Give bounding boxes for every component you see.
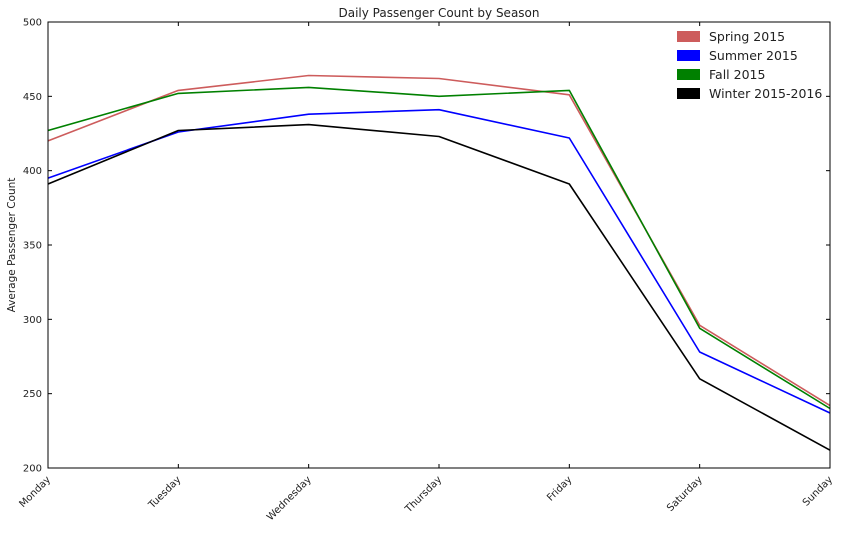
y-tick-label: 500 <box>23 18 42 29</box>
series-line-summer-2015 <box>47 108 831 414</box>
legend-swatch-winter-2015-2016 <box>677 88 700 99</box>
chart-title: Daily Passenger Count by Season <box>338 6 539 20</box>
y-tick-label: 450 <box>23 92 42 103</box>
legend-swatch-fall-2015 <box>677 69 700 80</box>
legend-label-fall-2015: Fall 2015 <box>709 67 765 82</box>
y-axis-label: Average Passenger Count <box>6 178 18 313</box>
y-tick-label: 250 <box>23 389 42 400</box>
legend-swatch-spring-2015 <box>677 31 700 42</box>
legend-label-summer-2015: Summer 2015 <box>709 48 798 63</box>
legend-swatch-summer-2015 <box>677 50 700 61</box>
y-tick-label: 350 <box>23 241 42 252</box>
series-lines <box>47 74 831 451</box>
y-tick-label: 300 <box>23 315 42 326</box>
series-line-spring-2015 <box>47 74 831 407</box>
series-line-fall-2015 <box>47 86 831 410</box>
y-tick-label: 200 <box>23 464 42 475</box>
series-line-winter-2015-2016 <box>47 123 831 451</box>
legend-label-spring-2015: Spring 2015 <box>709 29 785 44</box>
legend-label-winter-2015-2016: Winter 2015-2016 <box>709 86 822 101</box>
y-axis-ticks: 200 250 300 350 400 450 500 <box>23 18 830 475</box>
y-tick-label: 400 <box>23 166 42 177</box>
legend: Spring 2015 Summer 2015 Fall 2015 Winter 20… <box>677 29 822 101</box>
plot-area-frame <box>47 21 831 469</box>
